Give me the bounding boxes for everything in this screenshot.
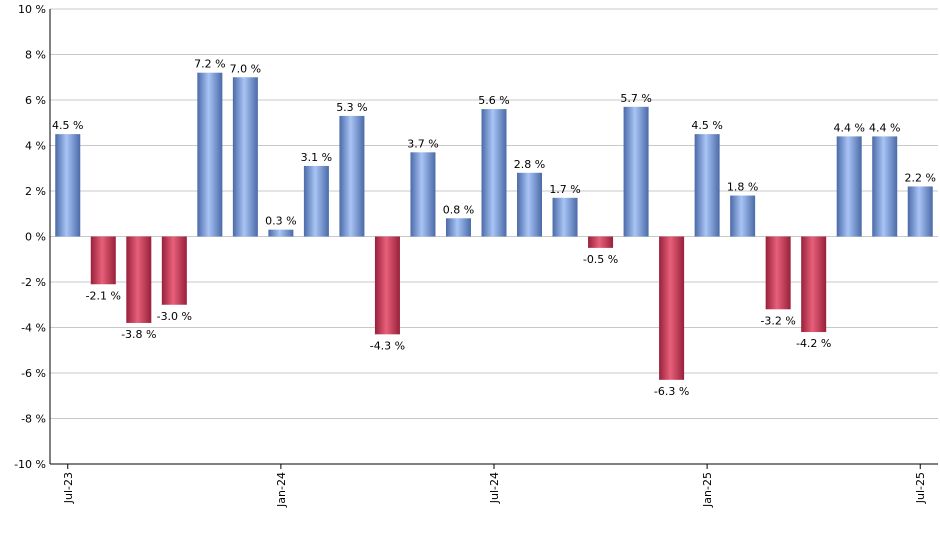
bar-Feb-24 [303,165,329,237]
bar-May-25 [836,136,862,237]
data-label-Jun-24: 0.8 % [443,203,474,216]
data-label-Jul-23: 4.5 % [52,119,83,132]
y-tick-label: -6 % [21,367,46,380]
x-tick-label: Jul-25 [914,472,927,504]
bar-Mar-24 [339,115,365,237]
bars [55,72,933,380]
data-label-Jul-24: 5.6 % [478,94,509,107]
y-tick-label: -2 % [21,276,46,289]
data-label-Jul-25: 2.2 % [905,171,936,184]
y-tick-label: 10 % [18,3,46,16]
bar-Sep-24 [552,197,578,237]
bar-Feb-25 [730,195,756,237]
data-label-Feb-25: 1.8 % [727,181,758,194]
data-label-Apr-25: -4.2 % [796,337,831,350]
y-tick-label: -10 % [14,458,46,471]
data-label-Jun-25: 4.4 % [869,121,900,134]
data-label-Aug-23: -2.1 % [86,289,121,302]
data-label-Feb-24: 3.1 % [301,151,332,164]
x-tick-label: Jul-24 [488,472,501,504]
bar-Jul-25 [907,186,933,237]
bar-Jul-24 [481,109,507,237]
x-tick-label: Jan-24 [275,472,288,508]
bar-May-24 [410,152,436,237]
data-labels: 4.5 % -2.1 % -3.8 %-3.0 % 7.2 % 7.0 % 0.3 % 3.… [52,58,936,398]
y-tick-label: 6 % [25,94,46,107]
bar-Aug-23 [90,236,116,285]
data-label-Sep-23: -3.8 % [121,328,156,341]
data-label-Mar-25: -3.2 % [760,314,795,327]
data-label-Jan-24: 0.3 % [265,215,296,228]
bar-Jun-24 [445,218,471,237]
data-label-May-25: 4.4 % [833,121,864,134]
y-axis-tick-labels: 10 % 8 % 6 % 4 % 2 % 0 % -2 % -4 % -6 % -8 % -10 % [14,3,46,471]
bar-Dec-23 [232,77,258,237]
y-tick-label: -4 % [21,322,46,335]
y-tick-label: 2 % [25,185,46,198]
y-tick-label: 8 % [25,49,46,62]
x-tick-label: Jul-23 [62,472,75,504]
data-label-Apr-24: -4.3 % [370,339,405,352]
y-tick-label: -8 % [21,413,46,426]
data-label-Nov-24: 5.7 % [620,92,651,105]
x-tick-label: Jan-25 [701,472,714,508]
data-label-Oct-23: -3.0 % [157,310,192,323]
bar-Nov-23 [197,72,223,237]
bar-Nov-24 [623,106,649,237]
data-label-Dec-24: -6.3 % [654,385,689,398]
data-label-Oct-24: -0.5 % [583,253,618,266]
data-label-Aug-24: 2.8 % [514,158,545,171]
data-label-Dec-23: 7.0 % [230,62,261,75]
bar-Jun-25 [872,136,898,237]
bar-Jan-24 [268,229,294,237]
bar-Jan-25 [694,134,720,237]
y-tick-label: 4 % [25,140,46,153]
bar-Oct-23 [161,236,187,305]
bar-Mar-25 [765,236,791,310]
y-tick-label: 0 % [25,231,46,244]
data-label-Jan-25: 4.5 % [691,119,722,132]
bar-Apr-25 [801,236,827,333]
bar-Apr-24 [374,236,400,335]
bar-Aug-24 [517,172,543,237]
x-axis-tick-labels: Jul-23 Jan-24 Jul-24 Jan-25 Jul-25 [62,464,927,508]
bar-Dec-24 [659,236,685,380]
data-label-Nov-23: 7.2 % [194,58,225,71]
bar-Sep-23 [126,236,152,323]
bar-Jul-23 [55,134,81,237]
data-label-Mar-24: 5.3 % [336,101,367,114]
bar-Oct-24 [588,236,614,248]
data-label-Sep-24: 1.7 % [549,183,580,196]
data-label-May-24: 3.7 % [407,137,438,150]
